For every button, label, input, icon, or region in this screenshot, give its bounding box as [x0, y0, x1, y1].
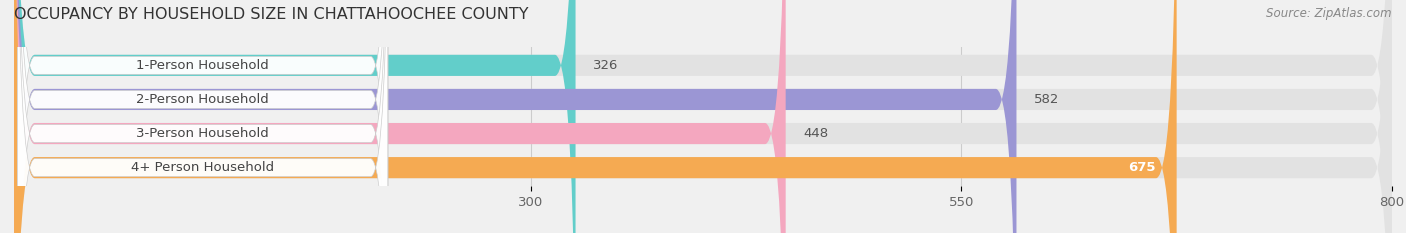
FancyBboxPatch shape [14, 0, 1392, 233]
FancyBboxPatch shape [17, 0, 388, 233]
FancyBboxPatch shape [17, 0, 388, 233]
FancyBboxPatch shape [17, 0, 388, 233]
Text: 675: 675 [1129, 161, 1156, 174]
Text: OCCUPANCY BY HOUSEHOLD SIZE IN CHATTAHOOCHEE COUNTY: OCCUPANCY BY HOUSEHOLD SIZE IN CHATTAHOO… [14, 7, 529, 22]
Text: 4+ Person Household: 4+ Person Household [131, 161, 274, 174]
FancyBboxPatch shape [14, 0, 575, 233]
FancyBboxPatch shape [17, 0, 388, 233]
FancyBboxPatch shape [14, 0, 1177, 233]
Text: 1-Person Household: 1-Person Household [136, 59, 269, 72]
Text: 448: 448 [803, 127, 828, 140]
FancyBboxPatch shape [14, 0, 1392, 233]
FancyBboxPatch shape [14, 0, 786, 233]
Text: 3-Person Household: 3-Person Household [136, 127, 269, 140]
Text: Source: ZipAtlas.com: Source: ZipAtlas.com [1267, 7, 1392, 20]
FancyBboxPatch shape [14, 0, 1392, 233]
Text: 582: 582 [1033, 93, 1059, 106]
FancyBboxPatch shape [14, 0, 1017, 233]
FancyBboxPatch shape [14, 0, 1392, 233]
Text: 2-Person Household: 2-Person Household [136, 93, 269, 106]
Text: 326: 326 [593, 59, 619, 72]
